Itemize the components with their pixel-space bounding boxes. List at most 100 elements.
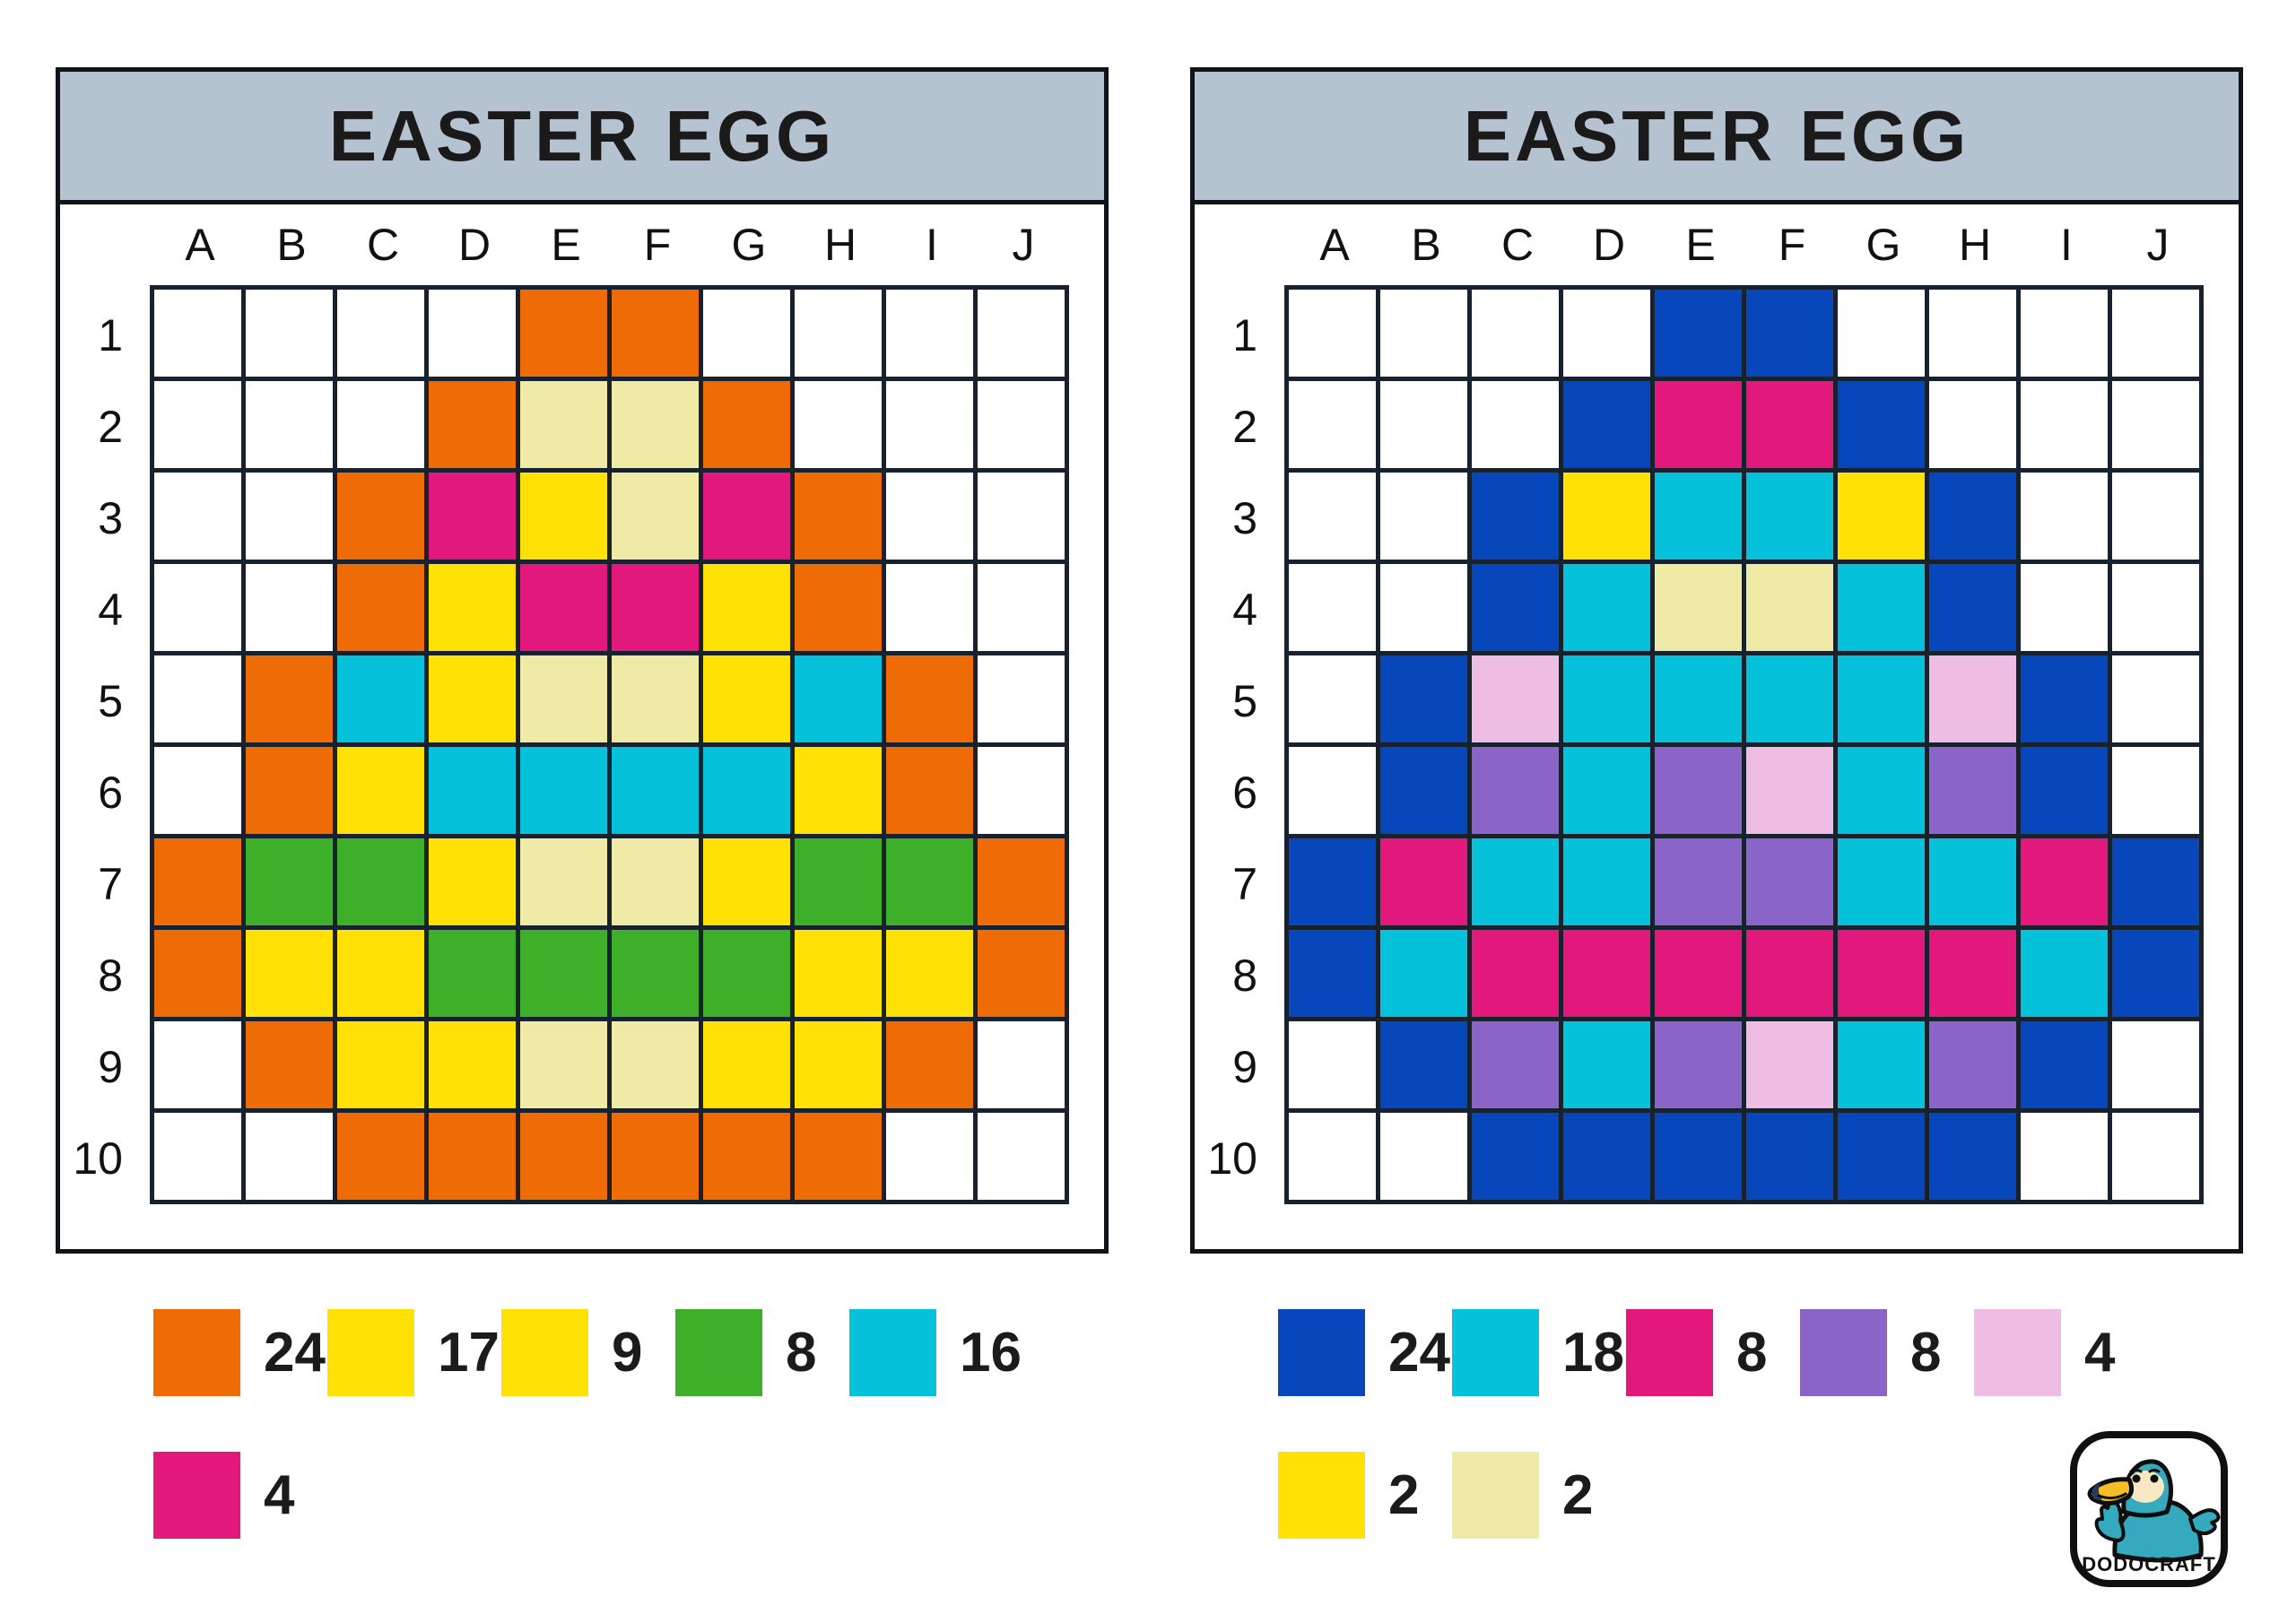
legend-swatch-orange [153, 1309, 240, 1396]
grid-cell [703, 930, 790, 1017]
row-label: 2 [1232, 402, 1257, 452]
grid-cell [2021, 564, 2108, 651]
grid-cell [1838, 1021, 1925, 1108]
grid-cell [1289, 381, 1376, 468]
grid-cell [1838, 473, 1925, 560]
grid-cell [1655, 930, 1742, 1017]
row-label: 5 [1232, 676, 1257, 726]
grid-cell [246, 1113, 333, 1200]
legend-swatch-yellow [327, 1309, 414, 1396]
grid-cell [795, 655, 882, 742]
grid-cell [1746, 290, 1833, 377]
grid-cell [520, 381, 607, 468]
grid-cell [1380, 473, 1467, 560]
grid-cell [2112, 473, 2199, 560]
grid-cell [1655, 1113, 1742, 1200]
pixel-grid [1284, 285, 2204, 1204]
column-label: E [551, 220, 581, 270]
grid-cell [337, 747, 424, 834]
title-bar: EASTER EGG [60, 72, 1104, 204]
grid-cell [703, 747, 790, 834]
column-label: B [276, 220, 307, 270]
grid-cell [1929, 564, 2016, 651]
grid-cell [246, 381, 333, 468]
panel-title: EASTER EGG [328, 95, 836, 176]
grid-cell [1563, 655, 1650, 742]
grid-cell [612, 381, 699, 468]
grid-cell [978, 655, 1065, 742]
legend-item: 9 [501, 1309, 675, 1396]
grid-cell [337, 564, 424, 651]
grid-cell [886, 473, 973, 560]
grid-cell [1472, 1113, 1559, 1200]
grid-cell [337, 655, 424, 742]
column-label: F [643, 220, 672, 270]
grid-cell [337, 290, 424, 377]
grid-cell [612, 930, 699, 1017]
grid-cell [1563, 1113, 1650, 1200]
grid-cell [1655, 564, 1742, 651]
grid-cell [795, 747, 882, 834]
legend-item: 2 [1278, 1452, 1452, 1539]
legend-swatch-cyan [849, 1309, 936, 1396]
grid-cell [1380, 381, 1467, 468]
grid-cell [154, 290, 241, 377]
column-label: E [1685, 220, 1716, 270]
legend-swatch-purple [1800, 1309, 1887, 1396]
grid-cell [2112, 930, 2199, 1017]
grid-cell [337, 930, 424, 1017]
row-label: 7 [1232, 859, 1257, 909]
grid-cell [2021, 655, 2108, 742]
row-label: 1 [1232, 310, 1257, 360]
grid-cell [1472, 655, 1559, 742]
grid-cell [1289, 747, 1376, 834]
grid-cell [1472, 381, 1559, 468]
grid-cell [1380, 747, 1467, 834]
grid-cell [1563, 1021, 1650, 1108]
column-label: A [185, 220, 215, 270]
grid-cell [612, 1021, 699, 1108]
grid-cell [2021, 930, 2108, 1017]
column-label: A [1319, 220, 1350, 270]
grid-cell [520, 1113, 607, 1200]
legend-item: 8 [675, 1309, 849, 1396]
row-label: 3 [98, 493, 123, 543]
grid-cell [154, 930, 241, 1017]
grid-cell [2112, 290, 2199, 377]
grid-cell [429, 655, 516, 742]
grid-cell [154, 473, 241, 560]
legend-count: 17 [438, 1322, 500, 1384]
row-label: 1 [98, 310, 123, 360]
grid-cell [612, 1113, 699, 1200]
grid-cell [2021, 381, 2108, 468]
grid-cell [795, 838, 882, 925]
grid-cell [795, 1021, 882, 1108]
grid-cell [1563, 747, 1650, 834]
grid-cell [703, 1021, 790, 1108]
grid-cell [1929, 930, 2016, 1017]
grid-cell [703, 1113, 790, 1200]
grid-cell [703, 473, 790, 560]
column-label: J [1012, 220, 1035, 270]
grid-cell [2112, 564, 2199, 651]
grid-cell [1472, 930, 1559, 1017]
grid-cell [703, 290, 790, 377]
legend-item: 16 [849, 1309, 1023, 1396]
grid-cell [1380, 930, 1467, 1017]
grid-cell [1838, 381, 1925, 468]
worksheet-panel-left: EASTER EGG A B C D E F G H I J 1 2 3 4 5 6 7 8 9 10 [56, 67, 1109, 1254]
grid-cell [1655, 747, 1742, 834]
grid-cell [2112, 1021, 2199, 1108]
grid-cell [520, 838, 607, 925]
worksheet-panel-right: EASTER EGG A B C D E F G H I J 1 2 3 4 5 6 7 8 9 10 [1190, 67, 2243, 1254]
grid-cell [1838, 1113, 1925, 1200]
grid-cell [978, 747, 1065, 834]
row-label: 4 [98, 585, 123, 635]
legend-swatch-magenta [153, 1452, 240, 1539]
grid-cell [2021, 1113, 2108, 1200]
grid-cell [154, 838, 241, 925]
grid-cell [1380, 1113, 1467, 1200]
grid-cell [154, 1021, 241, 1108]
grid-cell [795, 381, 882, 468]
row-label: 3 [1232, 493, 1257, 543]
